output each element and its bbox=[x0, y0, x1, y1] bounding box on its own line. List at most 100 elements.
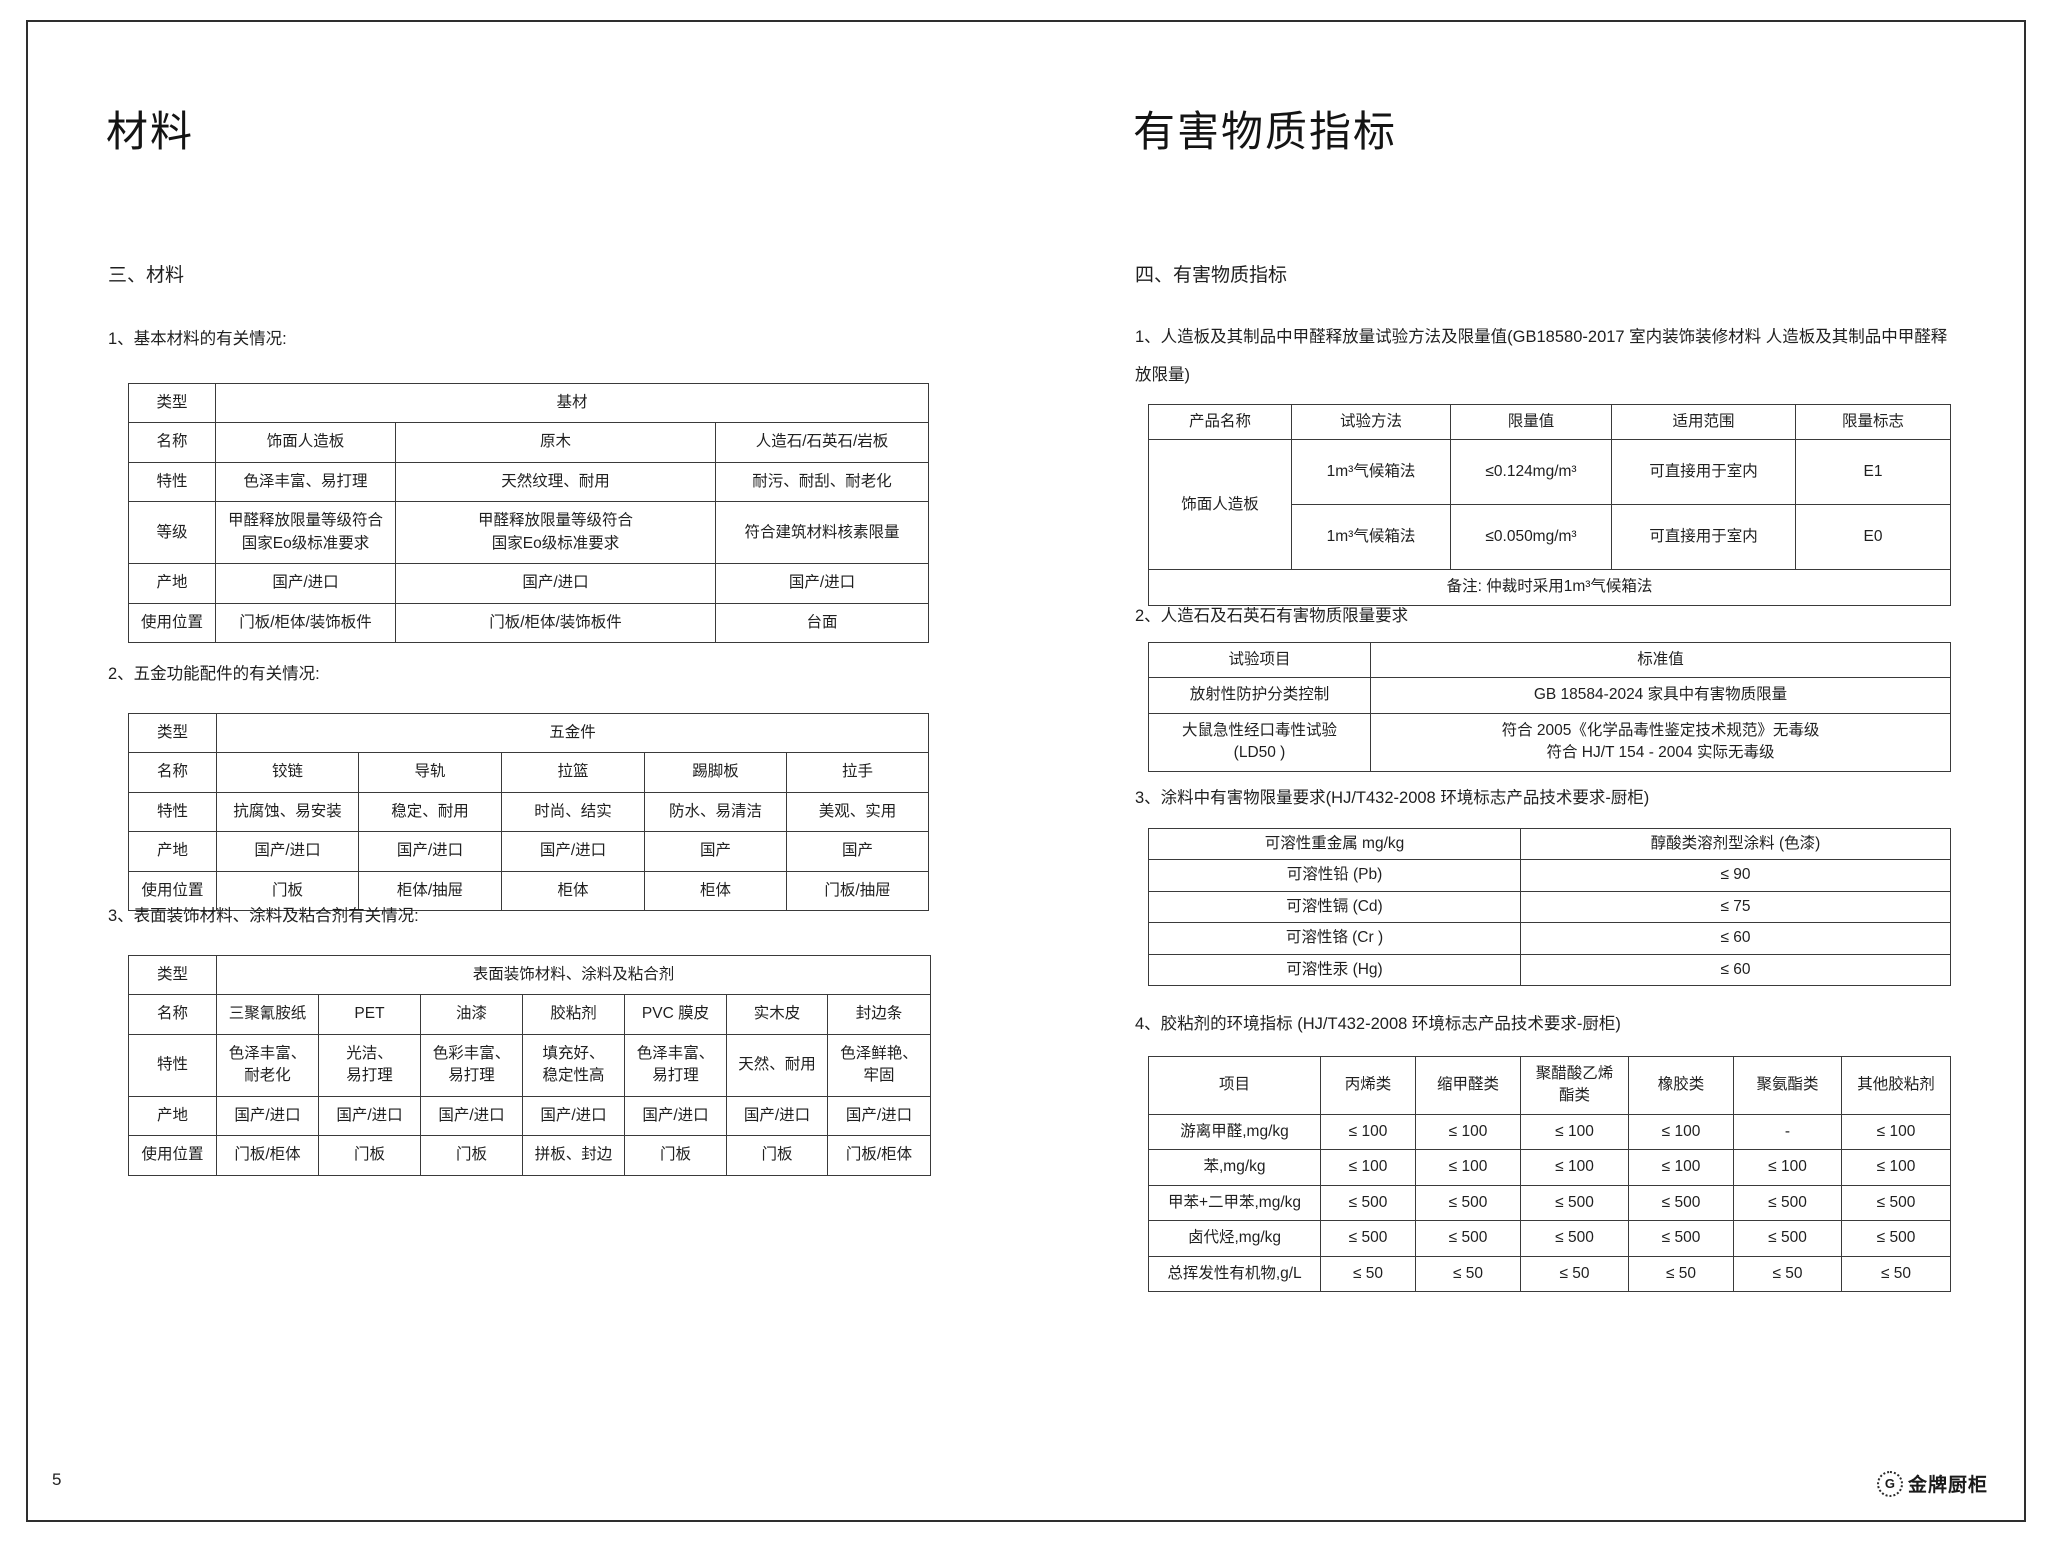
table-row: 可溶性汞 (Hg) ≤ 60 bbox=[1148, 953, 1951, 987]
table-cell: ≤ 100 bbox=[1415, 1113, 1521, 1151]
table-header-cell: 标准值 bbox=[1370, 641, 1951, 679]
table-cell: 可直接用于室内 bbox=[1611, 439, 1796, 506]
row-label-cell: 使用位置 bbox=[128, 870, 217, 912]
table-cell: ≤ 100 bbox=[1320, 1149, 1416, 1186]
table-cell: 1m³气候箱法 bbox=[1291, 504, 1451, 571]
table-row: 产品名称 试验方法 限量值 适用范围 限量标志 bbox=[1148, 403, 1951, 441]
table-cell: 国产 bbox=[644, 831, 787, 872]
row-label-cell: 可溶性汞 (Hg) bbox=[1148, 953, 1521, 987]
table-header-cell: 五金件 bbox=[215, 712, 930, 754]
table-cell: 门板 bbox=[726, 1135, 828, 1176]
row-label-cell: 名称 bbox=[128, 422, 216, 463]
table-cell: ≤ 500 bbox=[1415, 1184, 1521, 1222]
table-cell: ≤ 50 bbox=[1320, 1255, 1416, 1293]
table-row: 产地 国产/进口 国产/进口 国产/进口 国产 国产 bbox=[128, 831, 930, 872]
table-cell: ≤ 50 bbox=[1520, 1255, 1629, 1293]
formaldehyde-limit-table: 产品名称 试验方法 限量值 适用范围 限量标志 饰面人造板 1m³气候箱法 ≤0… bbox=[1148, 403, 1951, 606]
table-cell: 国产/进口 bbox=[501, 831, 645, 872]
table-cell: 拉手 bbox=[785, 752, 930, 793]
table-cell: 门板 bbox=[624, 1135, 727, 1176]
table-header-cell: 丙烯类 bbox=[1320, 1056, 1416, 1115]
table-cell: ≤ 500 bbox=[1841, 1220, 1951, 1257]
table-cell: ≤ 500 bbox=[1320, 1184, 1416, 1222]
table-row: 类型 五金件 bbox=[128, 712, 930, 754]
row-label-cell: 可溶性铬 (Cr ) bbox=[1148, 922, 1521, 955]
table-cell: ≤ 50 bbox=[1415, 1255, 1521, 1293]
table-row: 可溶性重金属 mg/kg 醇酸类溶剂型涂料 (色漆) bbox=[1148, 827, 1951, 861]
table-cell: 国产 bbox=[785, 831, 930, 872]
table-row: 类型 表面装饰材料、涂料及粘合剂 bbox=[128, 954, 932, 996]
table-row: 使用位置 门板/柜体 门板 门板 拼板、封边 门板 门板 门板/柜体 bbox=[128, 1135, 932, 1176]
basic-materials-table: 类型 基材 名称 饰面人造板 原木 人造石/石英石/岩板 特性 色泽丰富、易打理… bbox=[128, 382, 929, 644]
table-cell: ≤ 60 bbox=[1520, 953, 1951, 987]
table-cell: 门板/柜体 bbox=[216, 1135, 319, 1176]
row-label-cell: 放射性防护分类控制 bbox=[1148, 677, 1371, 714]
table-cell: ≤ 100 bbox=[1628, 1149, 1734, 1186]
table-cell: 符合建筑材料核素限量 bbox=[715, 501, 929, 565]
table-cell: 国产/进口 bbox=[420, 1095, 523, 1137]
table-cell: 门板/抽屉 bbox=[785, 870, 930, 912]
row-label-cell: 名称 bbox=[128, 752, 217, 793]
table-cell: ≤ 100 bbox=[1415, 1149, 1521, 1186]
row-label-cell: 使用位置 bbox=[128, 1135, 217, 1176]
table-cell: ≤ 500 bbox=[1415, 1220, 1521, 1257]
formaldehyde-paragraph: 1、人造板及其制品中甲醛释放量试验方法及限量值(GB18580-2017 室内装… bbox=[1135, 328, 1948, 384]
left-section-heading: 三、材料 bbox=[108, 265, 185, 286]
brand-logo: G 金牌厨柜 bbox=[1876, 1470, 1988, 1497]
table-cell: - bbox=[1733, 1113, 1842, 1151]
table-cell: 1m³气候箱法 bbox=[1291, 439, 1451, 506]
table-header-cell: 类型 bbox=[128, 382, 216, 424]
table-note-cell: 备注: 仲裁时采用1m³气候箱法 bbox=[1148, 569, 1951, 606]
table-cell: 油漆 bbox=[420, 994, 523, 1035]
row-label-cell: 特性 bbox=[128, 791, 217, 833]
table-row: 1m³气候箱法 ≤0.050mg/m³ 可直接用于室内 E0 bbox=[1149, 504, 1951, 571]
table-cell: ≤ 100 bbox=[1628, 1113, 1734, 1151]
table-cell: ≤ 75 bbox=[1520, 890, 1951, 924]
table-cell: 色泽鲜艳、 牢固 bbox=[826, 1033, 932, 1097]
table-row: 特性 色泽丰富、易打理 天然纹理、耐用 耐污、耐刮、耐老化 bbox=[128, 461, 929, 503]
basic-materials-caption: 1、基本材料的有关情况: bbox=[108, 330, 287, 348]
table-cell: 国产/进口 bbox=[215, 563, 396, 604]
table-row: 大鼠急性经口毒性试验 (LD50 ) 符合 2005《化学品毒性鉴定技术规范》无… bbox=[1148, 712, 1951, 772]
table-cell: 导轨 bbox=[358, 752, 502, 793]
row-label-cell: 苯,mg/kg bbox=[1148, 1149, 1321, 1186]
table-header-cell: 试验方法 bbox=[1291, 403, 1451, 441]
table-header-cell: 类型 bbox=[128, 712, 217, 754]
row-label-cell: 总挥发性有机物,g/L bbox=[1148, 1255, 1321, 1293]
table-cell: 国产/进口 bbox=[624, 1095, 727, 1137]
table-cell: 美观、实用 bbox=[785, 791, 930, 833]
table-cell: 门板 bbox=[420, 1135, 523, 1176]
table-cell: 国产/进口 bbox=[318, 1095, 421, 1137]
table-row: 可溶性铬 (Cr ) ≤ 60 bbox=[1148, 922, 1951, 955]
table-cell: ≤ 500 bbox=[1841, 1184, 1951, 1222]
table-cell: E1 bbox=[1795, 439, 1951, 506]
table-cell: ≤0.124mg/m³ bbox=[1450, 439, 1612, 506]
table-cell: 可直接用于室内 bbox=[1611, 504, 1796, 571]
table-row: 饰面人造板 1m³气候箱法 ≤0.124mg/m³ 可直接用于室内 E1 bbox=[1148, 439, 1951, 571]
table-cell: 国产/进口 bbox=[726, 1095, 828, 1137]
table-cell: ≤ 50 bbox=[1733, 1255, 1842, 1293]
table-cell: ≤ 100 bbox=[1841, 1149, 1951, 1186]
table-cell: 拉篮 bbox=[501, 752, 645, 793]
row-label-cell: 卤代烃,mg/kg bbox=[1148, 1220, 1321, 1257]
table-row: 试验项目 标准值 bbox=[1148, 641, 1951, 679]
table-cell: PVC 膜皮 bbox=[624, 994, 727, 1035]
surface-materials-caption: 3、表面装饰材料、涂料及粘合剂有关情况: bbox=[108, 907, 419, 925]
table-cell: 国产/进口 bbox=[715, 563, 929, 604]
table-row: 放射性防护分类控制 GB 18584-2024 家具中有害物质限量 bbox=[1148, 677, 1951, 714]
table-header-cell: 产品名称 bbox=[1148, 403, 1292, 441]
row-label-cell: 等级 bbox=[128, 501, 216, 565]
table-header-cell: 类型 bbox=[128, 954, 217, 996]
left-page-title: 材料 bbox=[106, 108, 195, 155]
table-cell: 色泽丰富、 易打理 bbox=[624, 1033, 727, 1097]
table-cell: 三聚氰胺纸 bbox=[216, 994, 319, 1035]
table-cell: ≤ 90 bbox=[1520, 859, 1951, 892]
table-header-cell: 限量标志 bbox=[1795, 403, 1951, 441]
stone-limit-heading: 2、人造石及石英石有害物质限量要求 bbox=[1135, 607, 1409, 625]
table-row: 产地 国产/进口 国产/进口 国产/进口 bbox=[128, 563, 929, 604]
table-cell: 稳定、耐用 bbox=[358, 791, 502, 833]
table-cell: ≤ 500 bbox=[1520, 1184, 1629, 1222]
row-label-cell: 产地 bbox=[128, 1095, 217, 1137]
table-cell: 原木 bbox=[395, 422, 716, 463]
row-label-cell: 产地 bbox=[128, 563, 216, 604]
